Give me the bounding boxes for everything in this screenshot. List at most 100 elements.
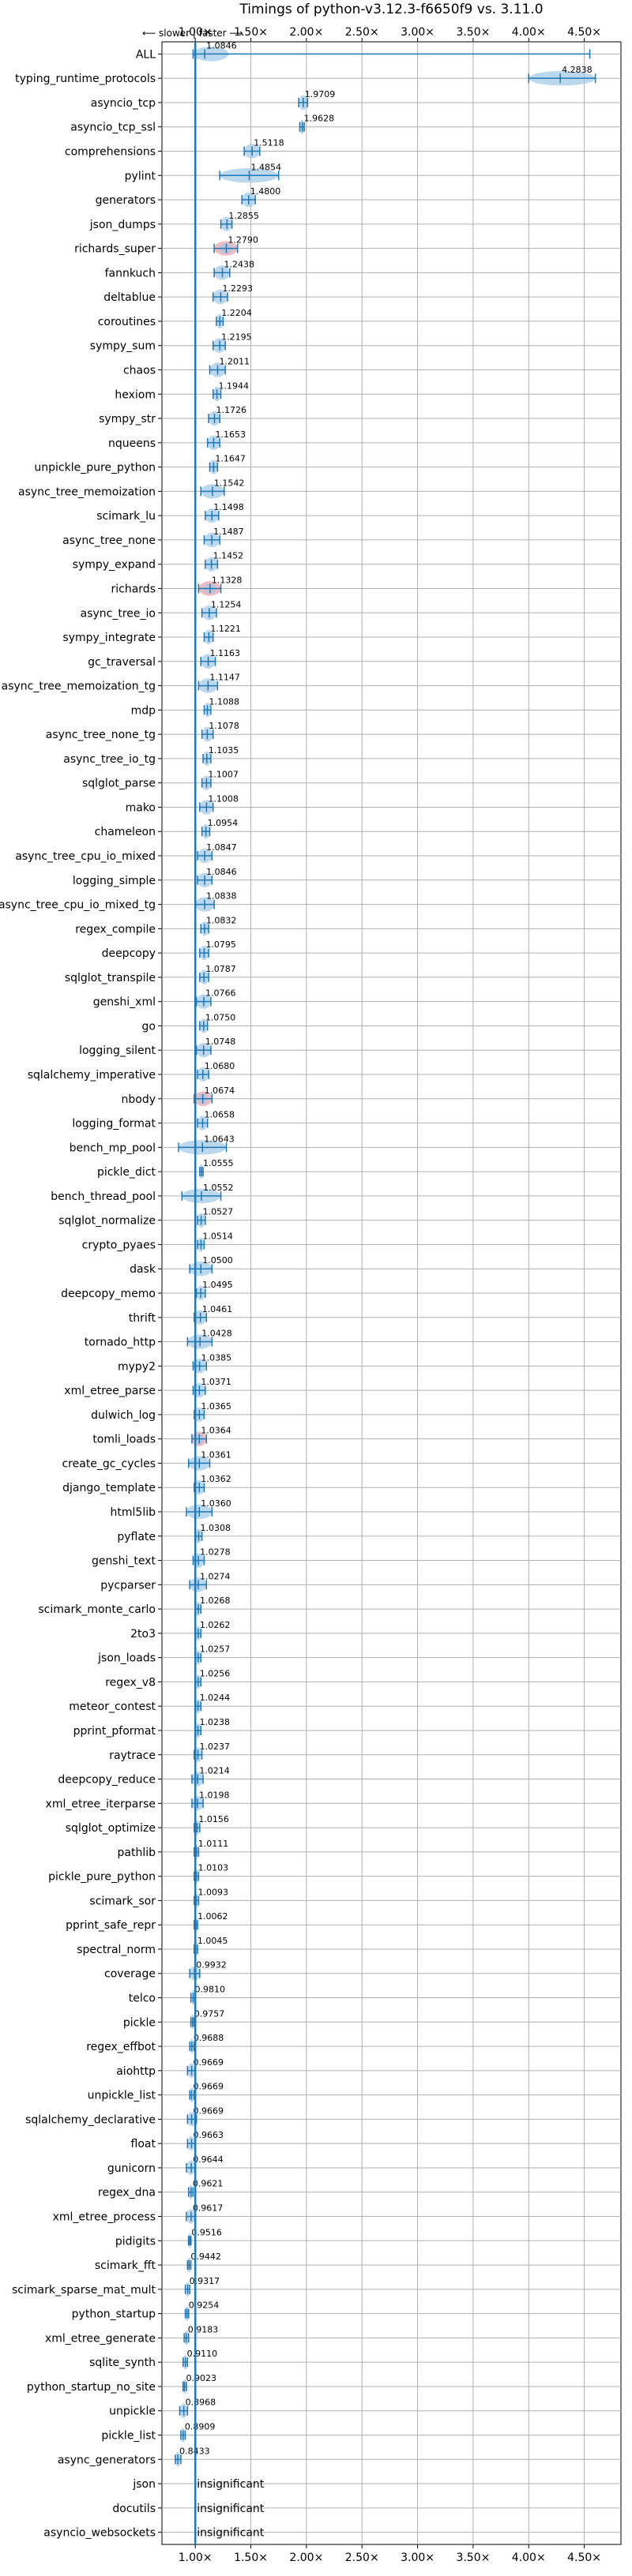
value-label: 0.9183 — [188, 2324, 219, 2334]
benchmark-label: richards_super — [74, 243, 156, 256]
value-label: 1.1328 — [212, 575, 243, 585]
insignificant-label: insignificant — [197, 2527, 265, 2540]
value-label: 1.0256 — [200, 1668, 231, 1678]
benchmark-label: coverage — [104, 1968, 156, 1981]
benchmark-label: thrift — [129, 1312, 156, 1325]
direction-label: ⟵ slower | faster ⟶ — [142, 28, 243, 39]
benchmark-label: mypy2 — [118, 1360, 156, 1373]
value-label: 1.2293 — [222, 283, 253, 294]
benchmark-label: scimark_fft — [95, 2259, 156, 2272]
value-label: 1.0156 — [198, 1814, 228, 1824]
benchmark-label: sqlglot_parse — [82, 778, 156, 790]
value-label: 1.0274 — [200, 1571, 231, 1581]
benchmark-label: genshi_xml — [93, 996, 156, 1009]
x-tick-label-bottom: 2.50× — [345, 2552, 379, 2564]
value-label: 1.1163 — [210, 648, 241, 658]
benchmark-label: pprint_pformat — [73, 1725, 156, 1738]
benchmark-label: sqlalchemy_declarative — [25, 2113, 156, 2126]
benchmark-label: nqueens — [108, 437, 156, 450]
value-label: 0.9669 — [194, 2082, 224, 2092]
value-label: 1.0428 — [201, 1329, 232, 1339]
value-label: 1.1221 — [210, 624, 241, 634]
benchmark-label: comprehensions — [65, 145, 156, 158]
benchmark-label: pycparser — [100, 1579, 156, 1592]
value-label: 1.1487 — [213, 527, 244, 537]
value-label: 1.4800 — [250, 186, 281, 197]
benchmark-label: pickle — [123, 2016, 156, 2029]
value-label: 1.0214 — [199, 1766, 230, 1776]
value-label: 1.0795 — [205, 939, 236, 950]
benchmark-label: tornado_http — [85, 1337, 156, 1349]
value-label: 1.1035 — [209, 745, 239, 756]
insignificant-label: insignificant — [197, 2478, 265, 2491]
value-label: 1.0362 — [201, 1474, 231, 1484]
benchmark-label: async_tree_none — [62, 534, 156, 547]
benchmark-label: ALL — [136, 48, 156, 61]
value-label: 1.0385 — [201, 1352, 232, 1363]
value-label: 1.1542 — [214, 478, 245, 488]
benchmark-label: pprint_safe_repr — [66, 1919, 156, 1932]
benchmark-label: unpickle — [109, 2405, 156, 2418]
value-label: 1.0527 — [203, 1207, 234, 1217]
benchmark-label: json_loads — [97, 1652, 156, 1665]
x-tick-label-top: 1.50× — [234, 26, 268, 39]
benchmark-label: pickle_dict — [97, 1166, 156, 1179]
benchmark-label: xml_etree_generate — [45, 2332, 156, 2345]
benchmark-label: django_template — [62, 1482, 156, 1494]
value-label: 0.9669 — [194, 2057, 224, 2068]
value-label: 1.0062 — [198, 1911, 228, 1922]
x-tick-label-bottom: 1.00× — [179, 2552, 213, 2564]
x-tick-label-bottom: 3.00× — [401, 2552, 434, 2564]
benchmark-label: hexiom — [115, 388, 156, 401]
value-label: 1.0371 — [201, 1377, 231, 1387]
benchmark-label: async_tree_io — [81, 607, 156, 620]
value-label: 1.0244 — [200, 1693, 231, 1703]
value-label: 1.2438 — [224, 259, 255, 269]
benchmark-label: pathlib — [118, 1847, 156, 1859]
chart-title: Timings of python-v3.12.3-f6650f9 vs. 3.… — [239, 2, 543, 17]
value-label: 1.1653 — [215, 429, 246, 440]
value-label: 1.2790 — [228, 235, 258, 246]
value-label: 0.9516 — [191, 2227, 222, 2237]
value-label: 1.2011 — [219, 356, 250, 366]
benchmark-label: xml_etree_iterparse — [46, 1798, 156, 1810]
value-label: 1.0954 — [208, 818, 239, 828]
benchmark-label: genshi_text — [92, 1555, 156, 1568]
value-label: 1.0552 — [203, 1183, 234, 1193]
x-tick-label-bottom: 3.50× — [456, 2552, 490, 2564]
value-label: 1.0360 — [201, 1498, 231, 1509]
benchmark-label: json — [132, 2478, 156, 2491]
value-label: 1.1647 — [215, 454, 246, 464]
value-label: 1.1008 — [208, 793, 239, 804]
benchmark-label: unpickle_pure_python — [34, 462, 156, 474]
benchmark-label: asyncio_tcp — [91, 97, 156, 110]
benchmark-label: logging_silent — [79, 1044, 156, 1057]
benchmark-label: sqlglot_normalize — [58, 1215, 156, 1228]
benchmark-label: mako — [126, 801, 156, 814]
value-label: 1.0766 — [205, 988, 236, 999]
value-label: 0.9663 — [193, 2130, 223, 2140]
benchmark-label: 2to3 — [130, 1628, 156, 1640]
x-tick-label-bottom: 4.00× — [512, 2552, 546, 2564]
benchmark-label: json_dumps — [89, 219, 156, 231]
value-label: 1.1254 — [211, 599, 242, 609]
benchmark-label: go — [142, 1020, 156, 1033]
benchmark-label: asyncio_websockets — [43, 2527, 156, 2540]
benchmark-label: meteor_contest — [69, 1700, 156, 1713]
value-label: 1.0308 — [201, 1523, 231, 1533]
value-label: 4.2838 — [562, 65, 592, 75]
value-label: 0.9688 — [194, 2033, 224, 2043]
benchmark-label: richards — [111, 583, 156, 595]
value-label: 1.1078 — [209, 721, 239, 731]
benchmark-label: async_tree_cpu_io_mixed_tg — [0, 899, 156, 912]
value-label: 1.9709 — [305, 89, 336, 99]
benchmark-label: coroutines — [98, 316, 156, 328]
benchmark-label: async_tree_memoization — [18, 486, 156, 498]
benchmark-label: scimark_sor — [89, 1895, 156, 1907]
benchmark-label: gc_traversal — [88, 656, 156, 669]
x-tick-label-bottom: 4.50× — [567, 2552, 601, 2564]
value-label: 1.0500 — [202, 1255, 233, 1266]
benchmark-label: scimark_lu — [96, 510, 156, 523]
